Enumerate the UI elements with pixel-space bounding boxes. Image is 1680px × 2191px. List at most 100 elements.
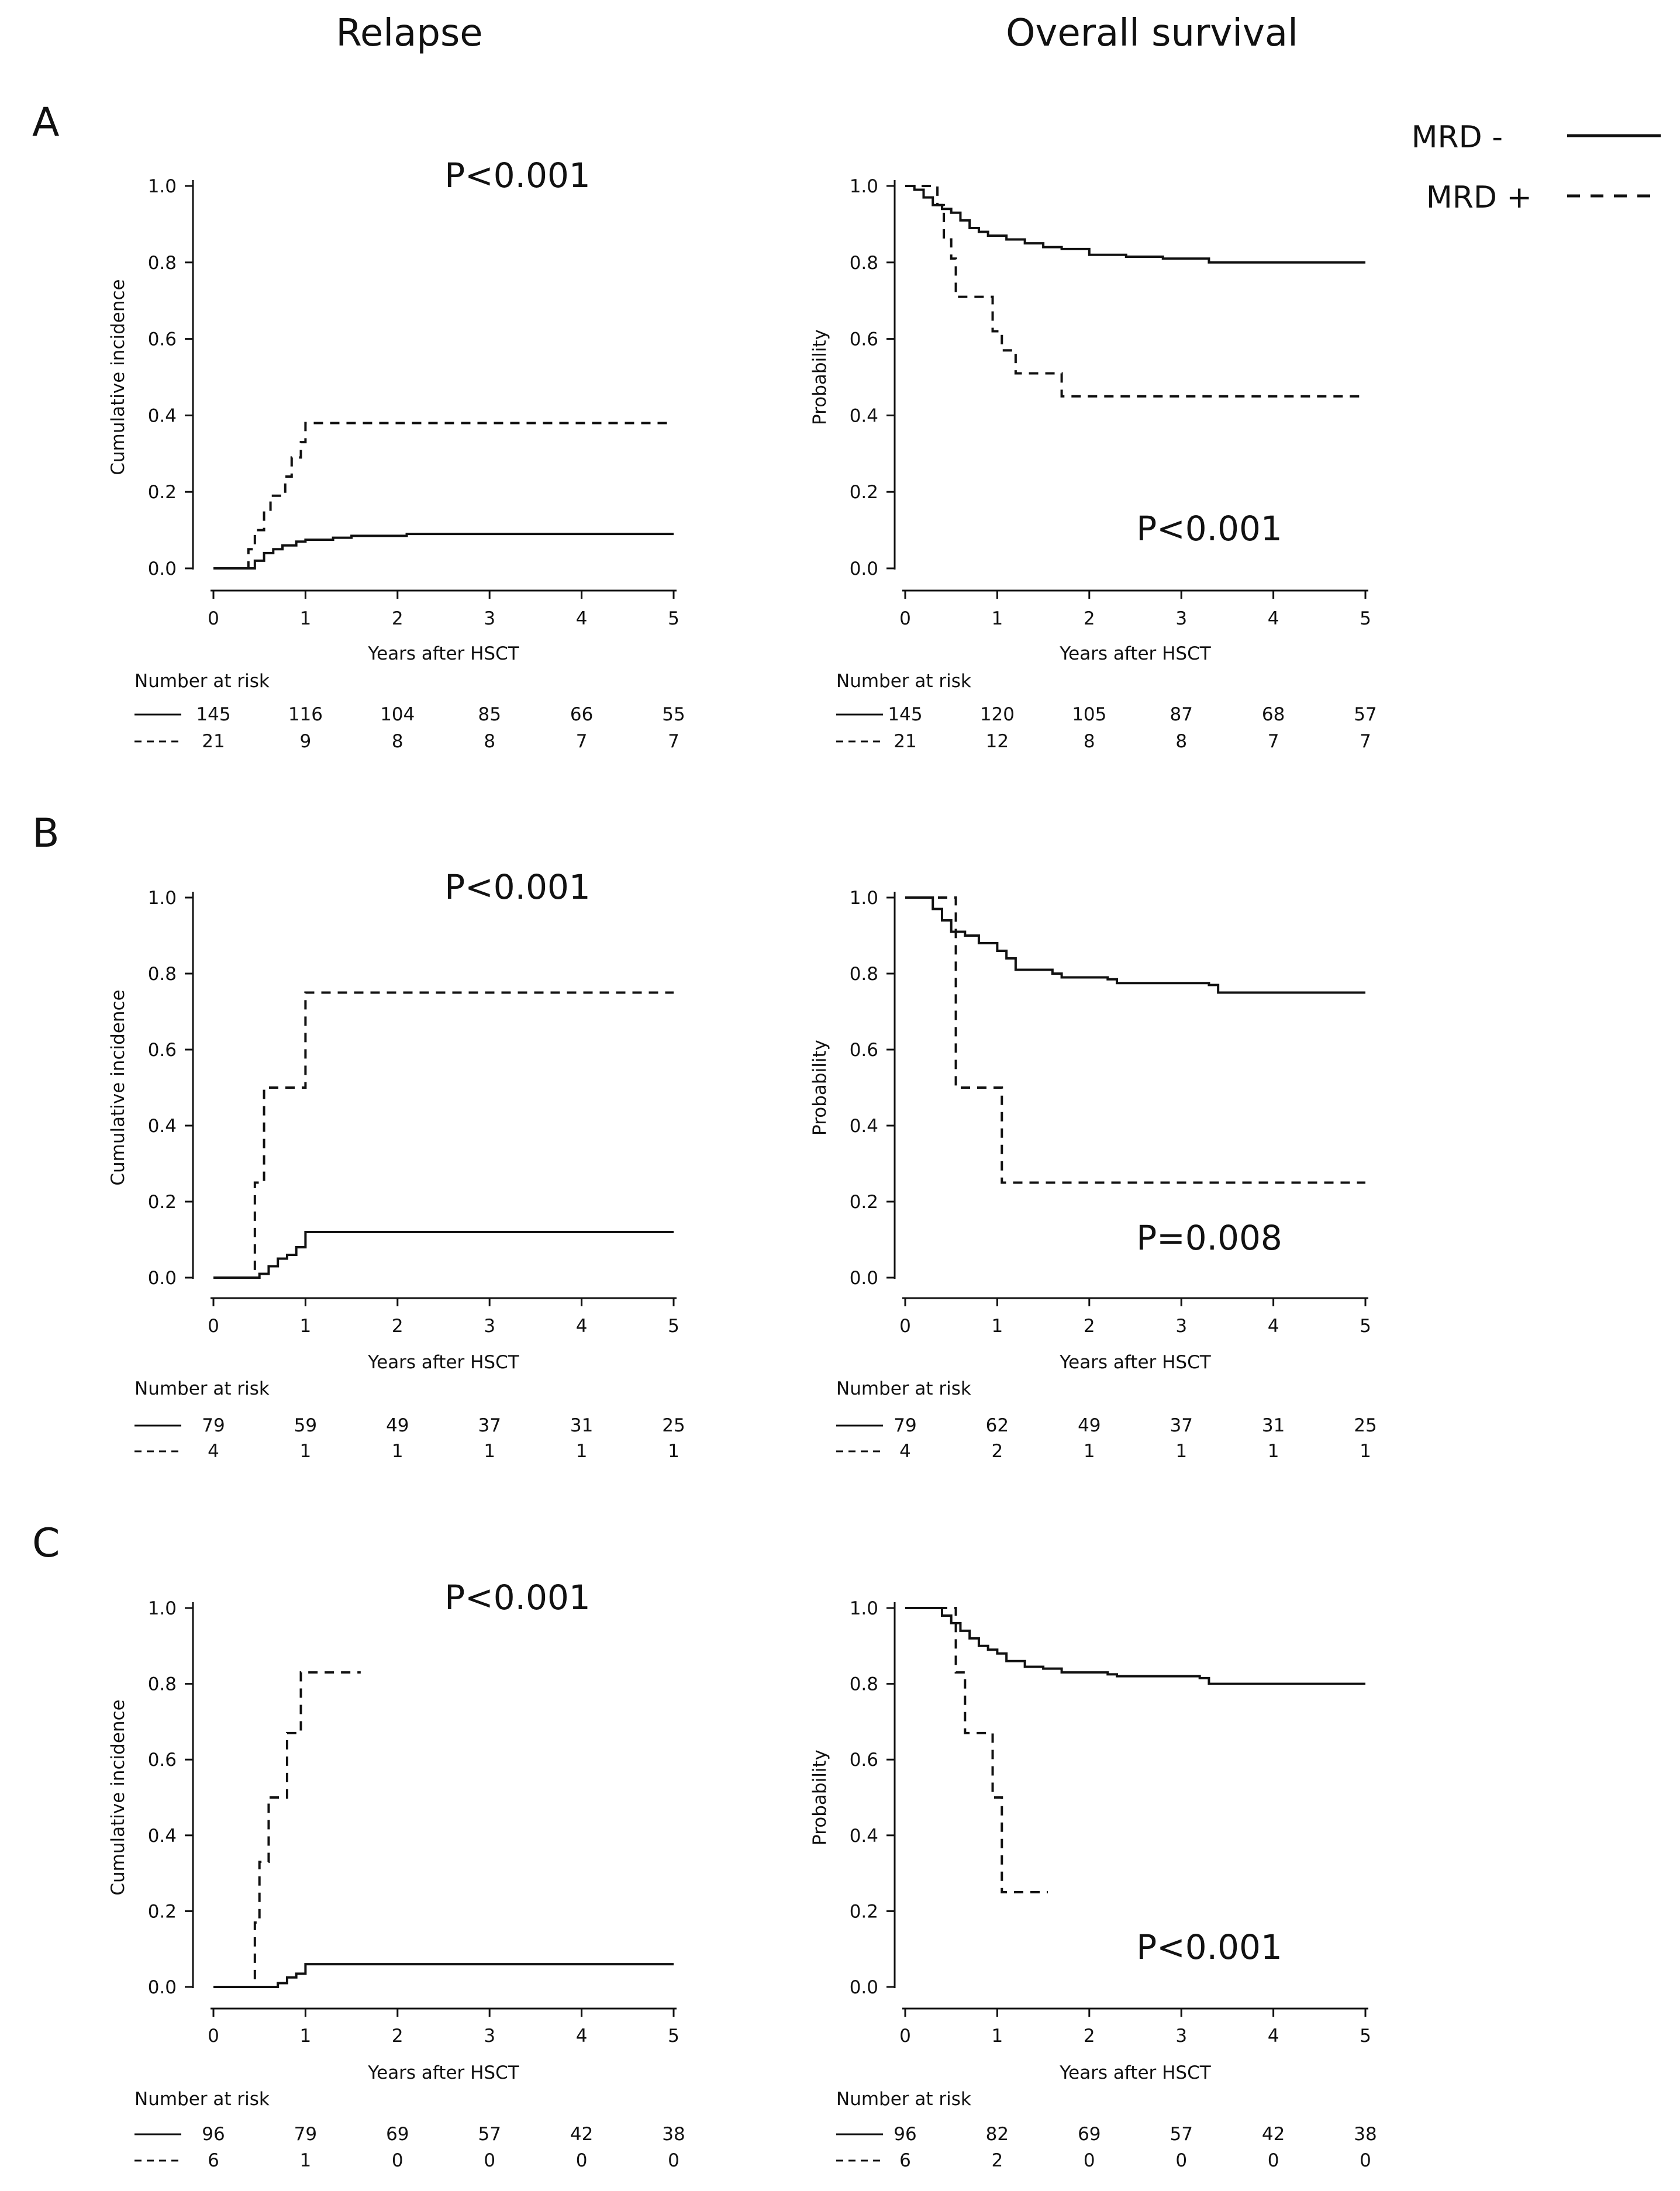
a-relapse-risk-value: 104 (380, 704, 415, 725)
a-os-risk-value: 12 (986, 731, 1009, 752)
c-os-x-tick-label: 0 (899, 2026, 911, 2047)
column-header-overall-survival: Overall survival (1006, 12, 1298, 55)
a-os-risk-value: 105 (1072, 704, 1106, 725)
a-os-risk-value: 68 (1262, 704, 1285, 725)
b-os-p-value: P=0.008 (1136, 1218, 1282, 1258)
a-os-risk-value: 57 (1354, 704, 1377, 725)
c-os-series-mrd-negative (905, 1607, 1365, 1685)
a-relapse-y-tick-label: 0.0 (148, 558, 177, 579)
a-os-p-value: P<0.001 (1136, 509, 1282, 548)
a-relapse-series-mrd-negative (213, 533, 674, 570)
c-relapse-risk-table-title: Number at risk (134, 2089, 270, 2110)
b-relapse-y-tick-label: 1.0 (148, 888, 177, 909)
c-os-risk-value: 0 (1175, 2150, 1187, 2171)
c-relapse-series-mrd-negative (213, 1963, 674, 1988)
b-relapse-risk-value: 1 (576, 1441, 588, 1462)
b-relapse-risk-value: 49 (386, 1415, 409, 1436)
b-relapse-y-tick-label: 0.4 (148, 1116, 177, 1137)
a-relapse-risk-value: 21 (202, 731, 225, 752)
b-os-risk-value: 25 (1354, 1415, 1377, 1436)
a-os-y-tick-label: 0.2 (850, 482, 878, 503)
a-os-series-mrd-positive (905, 185, 1365, 398)
a-relapse-risk-value: 7 (576, 731, 588, 752)
c-os-y-tick-label: 0.8 (850, 1674, 878, 1695)
b-relapse-y-axis-title: Cumulative incidence (108, 989, 129, 1185)
a-relapse-y-tick-label: 0.6 (148, 329, 177, 350)
c-relapse-risk-value: 0 (392, 2150, 403, 2171)
b-os-y-tick-label: 0.8 (850, 964, 878, 985)
a-relapse-risk-value: 116 (288, 704, 323, 725)
c-os-y-tick-label: 0.0 (850, 1977, 878, 1998)
b-os-y-tick-label: 1.0 (850, 888, 878, 909)
c-os-risk-value: 96 (894, 2124, 916, 2145)
a-os-x-tick-label: 3 (1175, 608, 1187, 629)
c-relapse-risk-value: 42 (570, 2124, 593, 2145)
b-os-risk-value: 62 (986, 1415, 1009, 1436)
b-relapse-y-tick-label: 0.2 (148, 1192, 177, 1213)
b-os-risk-value: 49 (1078, 1415, 1101, 1436)
chart-c-os: 0.0 0.2 0.4 0.6 0.8 1.0 0 1 2 3 4 5 Probability Years… (809, 1598, 1377, 2171)
chart-b-os: 0.0 0.2 0.4 0.6 0.8 1.0 0 1 2 3 4 5 Probability Years… (809, 888, 1377, 1462)
b-relapse-risk-value: 4 (208, 1441, 219, 1462)
b-os-y-tick-label: 0.4 (850, 1116, 878, 1137)
b-relapse-x-tick-label: 1 (300, 1316, 312, 1337)
b-relapse-series-mrd-negative (213, 1231, 674, 1279)
c-os-x-axis-title: Years after HSCT (1059, 2062, 1211, 2083)
a-relapse-risk-value: 7 (668, 731, 679, 752)
c-os-risk-value: 0 (1084, 2150, 1095, 2171)
c-relapse-risk-value: 96 (202, 2124, 225, 2145)
b-os-x-tick-label: 0 (899, 1316, 911, 1337)
a-relapse-risk-value: 55 (662, 704, 685, 725)
c-os-risk-value: 82 (986, 2124, 1009, 2145)
a-relapse-y-tick-label: 1.0 (148, 176, 177, 197)
c-os-risk-value: 57 (1170, 2124, 1192, 2145)
b-relapse-risk-value: 1 (392, 1441, 403, 1462)
b-os-x-tick-label: 2 (1084, 1316, 1095, 1337)
b-os-risk-value: 31 (1262, 1415, 1285, 1436)
a-os-risk-value: 8 (1084, 731, 1095, 752)
b-os-y-tick-label: 0.0 (850, 1268, 878, 1289)
a-os-x-tick-label: 2 (1084, 608, 1095, 629)
a-os-x-tick-label: 1 (992, 608, 1003, 629)
legend-label-mrd-positive: MRD + (1426, 180, 1532, 215)
c-relapse-risk-value: 38 (662, 2124, 685, 2145)
a-relapse-risk-table-title: Number at risk (134, 671, 270, 692)
a-os-y-tick-label: 0.0 (850, 558, 878, 579)
a-relapse-x-tick-label: 0 (208, 608, 219, 629)
b-relapse-x-axis-title: Years after HSCT (367, 1352, 519, 1373)
c-relapse-y-tick-label: 0.6 (148, 1750, 177, 1771)
b-os-y-tick-label: 0.6 (850, 1040, 878, 1061)
b-relapse-risk-value: 1 (484, 1441, 495, 1462)
c-os-y-tick-label: 1.0 (850, 1598, 878, 1619)
b-relapse-risk-value: 1 (668, 1441, 679, 1462)
column-header-relapse: Relapse (336, 12, 482, 55)
a-os-risk-value: 120 (980, 704, 1015, 725)
b-os-y-tick-label: 0.2 (850, 1192, 878, 1213)
a-relapse-risk-value: 8 (392, 731, 403, 752)
chart-b-relapse: 0.0 0.2 0.4 0.6 0.8 1.0 0 1 2 3 4 5 Cumulative incid… (108, 867, 685, 1462)
c-relapse-x-tick-label: 3 (484, 2026, 495, 2047)
c-relapse-risk-value: 57 (478, 2124, 501, 2145)
b-os-series-mrd-negative (905, 896, 1365, 994)
c-relapse-x-tick-label: 1 (300, 2026, 312, 2047)
a-relapse-x-tick-label: 5 (668, 608, 679, 629)
a-relapse-x-axis-title: Years after HSCT (367, 643, 519, 664)
a-os-risk-value: 8 (1175, 731, 1187, 752)
a-os-risk-value: 87 (1170, 704, 1192, 725)
a-os-risk-value: 7 (1360, 731, 1371, 752)
a-relapse-x-tick-label: 1 (300, 608, 312, 629)
a-os-risk-value: 7 (1268, 731, 1279, 752)
a-relapse-x-tick-label: 2 (392, 608, 403, 629)
a-relapse-y-tick-label: 0.4 (148, 405, 177, 426)
b-os-risk-value: 1 (1084, 1441, 1095, 1462)
c-os-y-tick-label: 0.6 (850, 1750, 878, 1771)
a-os-x-axis-title: Years after HSCT (1059, 643, 1211, 664)
a-relapse-y-axis-title: Cumulative incidence (108, 279, 129, 475)
b-relapse-x-tick-label: 0 (208, 1316, 219, 1337)
b-relapse-x-tick-label: 3 (484, 1316, 495, 1337)
chart-a-os: 0.00.20.40.60.81.00 1 2 3 4 5ProbabilityYears… (809, 176, 1377, 752)
c-relapse-risk-value: 0 (484, 2150, 495, 2171)
